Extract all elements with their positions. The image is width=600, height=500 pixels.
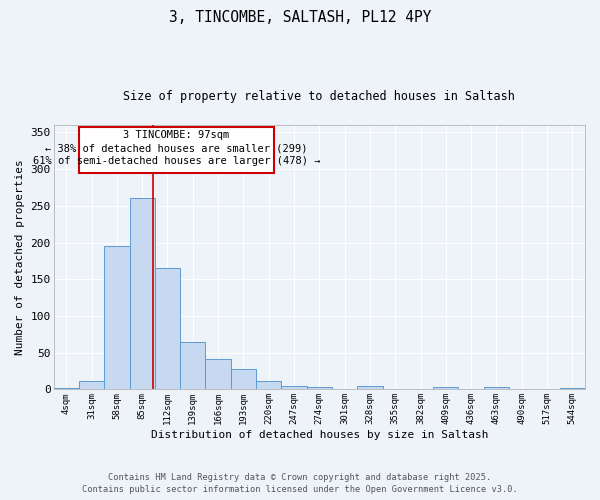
X-axis label: Distribution of detached houses by size in Saltash: Distribution of detached houses by size … bbox=[151, 430, 488, 440]
Text: 3, TINCOMBE, SALTASH, PL12 4PY: 3, TINCOMBE, SALTASH, PL12 4PY bbox=[169, 10, 431, 25]
Bar bbox=[79, 127, 274, 172]
Bar bbox=[155, 268, 180, 390]
Text: ← 38% of detached houses are smaller (299): ← 38% of detached houses are smaller (29… bbox=[45, 144, 308, 154]
Y-axis label: Number of detached properties: Number of detached properties bbox=[15, 160, 25, 355]
Bar bbox=[281, 386, 307, 390]
Bar bbox=[484, 387, 509, 390]
Text: 61% of semi-detached houses are larger (478) →: 61% of semi-detached houses are larger (… bbox=[32, 156, 320, 166]
Bar bbox=[560, 388, 585, 390]
Bar bbox=[307, 387, 332, 390]
Bar bbox=[79, 382, 104, 390]
Text: Contains public sector information licensed under the Open Government Licence v3: Contains public sector information licen… bbox=[82, 485, 518, 494]
Bar bbox=[130, 198, 155, 390]
Bar bbox=[256, 380, 281, 390]
Bar bbox=[205, 360, 231, 390]
Bar bbox=[53, 388, 79, 390]
Title: Size of property relative to detached houses in Saltash: Size of property relative to detached ho… bbox=[124, 90, 515, 103]
Bar bbox=[104, 246, 130, 390]
Bar bbox=[357, 386, 383, 390]
Bar bbox=[433, 387, 458, 390]
Text: Contains HM Land Registry data © Crown copyright and database right 2025.: Contains HM Land Registry data © Crown c… bbox=[109, 472, 491, 482]
Text: 3 TINCOMBE: 97sqm: 3 TINCOMBE: 97sqm bbox=[123, 130, 229, 140]
Bar bbox=[180, 342, 205, 390]
Bar bbox=[231, 369, 256, 390]
